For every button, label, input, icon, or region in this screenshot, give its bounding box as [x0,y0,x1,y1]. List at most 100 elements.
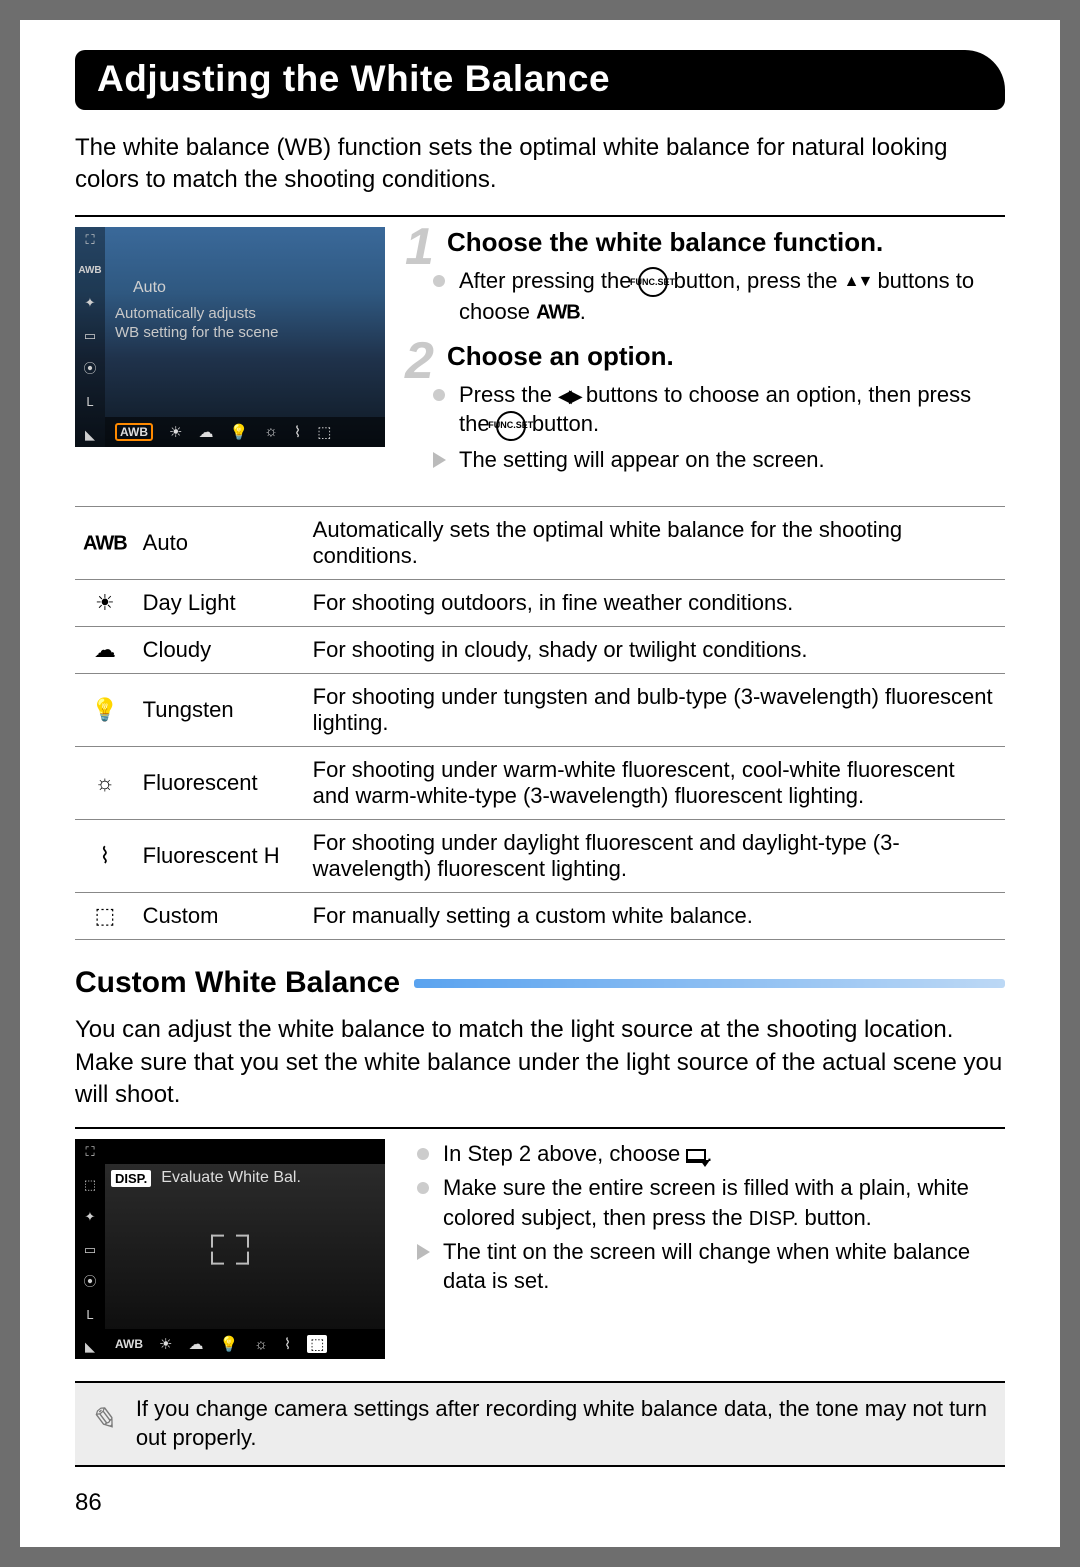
sub-heading-title: Custom White Balance [75,966,400,1000]
lcd-bottom-bar: AWB ☀ ☁ 💡 ☼ ⌇ ⬚ [105,417,385,447]
page: Adjusting the White Balance The white ba… [20,20,1060,1547]
lcd-side-icon: AWB [78,266,101,276]
crop-marks-icon [211,1235,249,1265]
mode-label: Fluorescent H [135,820,305,893]
lcd-side-icon: ▭ [84,1243,96,1256]
mode-desc: For manually setting a custom white bala… [305,893,1005,940]
mode-icon: ☁ [75,627,135,674]
step-2: 2 Choose an option. Press the buttons to… [413,341,1005,475]
note-text: If you change camera settings after reco… [136,1395,991,1452]
lcd-bottom-icon: ☼ [264,423,278,440]
lcd-bottom-icon: ☼ [254,1336,268,1353]
table-row: ☼FluorescentFor shooting under warm-whit… [75,747,1005,820]
lcd-side-icon: ⛶ [85,1145,94,1158]
lcd-side-icon: L [86,1308,93,1321]
lcd-side-icon: ⦿ [83,362,96,375]
lcd-bottom-icon: 💡 [219,1335,238,1353]
table-row: ☀Day LightFor shooting outdoors, in fine… [75,580,1005,627]
lcd-side-icon: L [86,395,93,408]
lcd-sidebar: ⛶ ⬚ ✦ ▭ ⦿ L ◣ [75,1139,105,1359]
heading-accent-line [414,979,1005,988]
lcd-bottom-icon: AWB [115,423,153,441]
mode-label: Fluorescent [135,747,305,820]
bullet-result: The tint on the screen will change when … [443,1237,1005,1296]
lcd-side-icon: ✦ [85,296,96,309]
custom-body: You can adjust the white balance to matc… [75,1014,1005,1111]
mode-icon: ⬚ [75,893,135,940]
table-row: ☁CloudyFor shooting in cloudy, shady or … [75,627,1005,674]
step-number-2: 2 [405,331,434,391]
custom-steps: In Step 2 above, choose . Make sure the … [413,1139,1005,1359]
note-box: ✎ If you change camera settings after re… [75,1381,1005,1466]
title-bar: Adjusting the White Balance [75,50,1005,110]
bullet: After pressing the FUNC.SET button, pres… [459,266,1005,327]
bullet-result: The setting will appear on the screen. [459,445,1005,475]
mode-desc: For shooting under warm-white fluorescen… [305,747,1005,820]
lcd-bottom-icon: ⬚ [307,1335,327,1353]
lcd-bottom-icon: ⌇ [284,1335,291,1353]
lcd-bottom-icon: ☁ [188,1335,203,1353]
lcd-bottom-icon: AWB [115,1337,143,1351]
table-row: AWBAutoAutomatically sets the optimal wh… [75,507,1005,580]
lcd-help-line: Automatically adjusts [115,305,256,322]
divider [75,1127,1005,1129]
page-number: 86 [75,1489,1005,1517]
steps-row: ⛶ AWB ✦ ▭ ⦿ L ◣ Auto Automatically adjus… [75,227,1005,488]
step-title: Choose the white balance function. [447,227,1005,258]
mode-desc: For shooting under tungsten and bulb-typ… [305,674,1005,747]
step-bullets: Press the buttons to choose an option, t… [417,380,1005,475]
intro-text: The white balance (WB) function sets the… [75,132,1005,197]
lcd-bottom-icon: ☀ [169,423,182,441]
mode-label: Auto [135,507,305,580]
custom-bullets: In Step 2 above, choose . Make sure the … [413,1139,1005,1296]
lcd-top-line: DISP. Evaluate White Bal. [111,1169,301,1187]
wb-modes-table: AWBAutoAutomatically sets the optimal wh… [75,506,1005,940]
bullet: Press the buttons to choose an option, t… [459,380,1005,441]
mode-icon: ☼ [75,747,135,820]
divider [75,215,1005,217]
mode-label: Custom [135,893,305,940]
custom-row: ⛶ ⬚ ✦ ▭ ⦿ L ◣ DISP. Evaluate White Bal. … [75,1139,1005,1359]
lcd-bottom-icon: ☀ [159,1335,172,1353]
steps-column: 1 Choose the white balance function. Aft… [413,227,1005,488]
mode-icon: ⌇ [75,820,135,893]
step-bullets: After pressing the FUNC.SET button, pres… [417,266,1005,327]
step-number-1: 1 [405,217,434,277]
lcd-bottom-icon: 💡 [229,423,248,441]
lcd-mode-label: Auto [133,279,166,297]
disp-icon: DISP. [111,1170,151,1187]
bullet: Make sure the entire screen is filled wi… [443,1173,1005,1233]
lcd-help: Automatically adjusts WB setting for the… [115,305,375,343]
lcd-screenshot-custom: ⛶ ⬚ ✦ ▭ ⦿ L ◣ DISP. Evaluate White Bal. … [75,1139,385,1359]
mode-label: Cloudy [135,627,305,674]
pencil-icon: ✎ [89,1395,116,1441]
lcd-bottom-icon: ⌇ [294,423,301,441]
mode-label: Day Light [135,580,305,627]
lcd-side-icon: ⦿ [83,1275,96,1288]
mode-label: Tungsten [135,674,305,747]
mode-desc: For shooting outdoors, in fine weather c… [305,580,1005,627]
lcd-bottom-icon: ⬚ [317,423,331,441]
bullet: In Step 2 above, choose . [443,1139,1005,1169]
lcd-side-icon: ✦ [85,1210,96,1223]
lcd-screenshot-wb: ⛶ AWB ✦ ▭ ⦿ L ◣ Auto Automatically adjus… [75,227,385,447]
lcd-side-icon: ▭ [84,329,96,342]
lcd-sidebar: ⛶ AWB ✦ ▭ ⦿ L ◣ [75,227,105,447]
step-title: Choose an option. [447,341,1005,372]
lcd-bottom-icon: ☁ [198,423,213,441]
page-title: Adjusting the White Balance [97,58,983,100]
lcd-help-line: WB setting for the scene [115,324,278,341]
lcd-side-icon: ⛶ [85,233,94,246]
lcd-side-icon: ◣ [85,428,95,441]
sub-heading: Custom White Balance [75,966,1005,1000]
mode-desc: For shooting in cloudy, shady or twiligh… [305,627,1005,674]
mode-icon: AWB [75,507,135,580]
table-row: 💡TungstenFor shooting under tungsten and… [75,674,1005,747]
lcd-side-icon: ◣ [85,1340,95,1353]
mode-icon: ☀ [75,580,135,627]
step-1: 1 Choose the white balance function. Aft… [413,227,1005,327]
lcd-side-icon: ⬚ [84,1178,96,1191]
table-row: ⌇Fluorescent HFor shooting under dayligh… [75,820,1005,893]
mode-icon: 💡 [75,674,135,747]
lcd-bottom-bar: AWB ☀ ☁ 💡 ☼ ⌇ ⬚ [105,1329,385,1359]
